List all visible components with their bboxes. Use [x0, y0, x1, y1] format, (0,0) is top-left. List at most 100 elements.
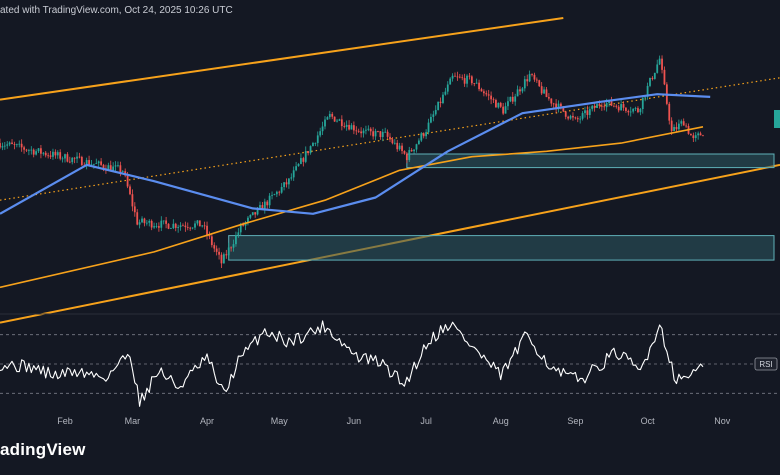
candle [417, 138, 420, 145]
candle [473, 82, 476, 87]
candle [27, 148, 30, 156]
candle-body [658, 58, 661, 65]
candle [150, 219, 153, 231]
candle-body [694, 135, 697, 139]
candle-body [564, 111, 567, 117]
candle-body [182, 225, 184, 227]
candle-body [685, 125, 688, 127]
candle [490, 91, 493, 105]
candle-body [42, 152, 45, 154]
candle [466, 74, 468, 88]
candle [247, 216, 249, 226]
candle-body [393, 142, 396, 144]
candle-body [0, 143, 1, 148]
candle [511, 92, 514, 104]
candle-body [259, 205, 261, 208]
rsi-badge-box [754, 357, 778, 371]
candle [456, 71, 459, 81]
candle-body [222, 254, 225, 264]
candle-body [266, 201, 269, 206]
candle [218, 247, 220, 260]
candle-body [251, 212, 254, 215]
candle [191, 227, 194, 230]
candle-body [107, 165, 110, 171]
candle [528, 70, 531, 83]
candle-body [179, 225, 182, 227]
candle [682, 118, 685, 126]
candle-body [206, 225, 208, 235]
candle-body [639, 109, 642, 113]
candle [56, 150, 59, 159]
candle [0, 138, 1, 149]
candle-body [677, 123, 680, 130]
candle [475, 78, 478, 84]
rsi-badge-label: RSI [759, 360, 772, 369]
candle-body [285, 182, 288, 185]
candle-body [297, 163, 300, 167]
candle-body [68, 161, 71, 163]
candle-body [377, 131, 379, 132]
channel-upper-line [0, 17, 564, 101]
candle-body [97, 161, 100, 164]
candle [670, 117, 673, 135]
candle [581, 111, 584, 121]
candle [612, 105, 615, 108]
candle-body [466, 75, 468, 84]
candle [189, 226, 192, 231]
candle [117, 161, 119, 168]
candle-body [591, 105, 594, 110]
candle [182, 223, 184, 227]
candle [454, 72, 456, 77]
candle-body [516, 89, 519, 97]
candle-body [690, 133, 692, 136]
candle-body [235, 235, 237, 245]
candle [114, 161, 117, 172]
candle [649, 77, 651, 88]
candle [357, 128, 360, 133]
candle-body [27, 150, 30, 152]
candle-body [126, 175, 129, 187]
candle-body [242, 224, 245, 226]
candle-body [430, 116, 432, 123]
candle-body [177, 226, 180, 228]
candle-body [533, 74, 536, 80]
candle [401, 142, 403, 155]
candle-body [598, 104, 601, 106]
candle [386, 129, 389, 139]
candle-body [109, 165, 112, 171]
candle [196, 220, 199, 226]
candle [352, 121, 355, 135]
candle [564, 111, 567, 120]
candle-body [271, 194, 273, 196]
candle [552, 102, 555, 108]
candle [637, 106, 639, 114]
candle-body [562, 106, 565, 112]
candle [172, 219, 175, 230]
candle-body [405, 153, 408, 161]
candle-body [263, 201, 266, 210]
candle-body [555, 103, 558, 110]
candle-body [646, 85, 649, 97]
candle [307, 150, 310, 156]
candle-body [172, 223, 175, 229]
candle [210, 234, 213, 248]
candle-body [384, 131, 387, 133]
candle [355, 126, 358, 135]
candle-body [386, 131, 389, 137]
candle-body [482, 91, 485, 94]
candle [432, 110, 435, 122]
candle [634, 106, 637, 112]
candle-body [100, 161, 103, 165]
candle [389, 133, 391, 142]
candle-body [225, 254, 228, 256]
tick-label-apr: Apr [200, 416, 214, 426]
candle [574, 116, 577, 120]
candle-body [634, 108, 637, 109]
candle-body [112, 166, 115, 171]
candle-body [360, 131, 363, 134]
candle [572, 112, 574, 121]
candle [208, 231, 211, 240]
candle-body [280, 187, 283, 193]
candle [157, 222, 160, 232]
